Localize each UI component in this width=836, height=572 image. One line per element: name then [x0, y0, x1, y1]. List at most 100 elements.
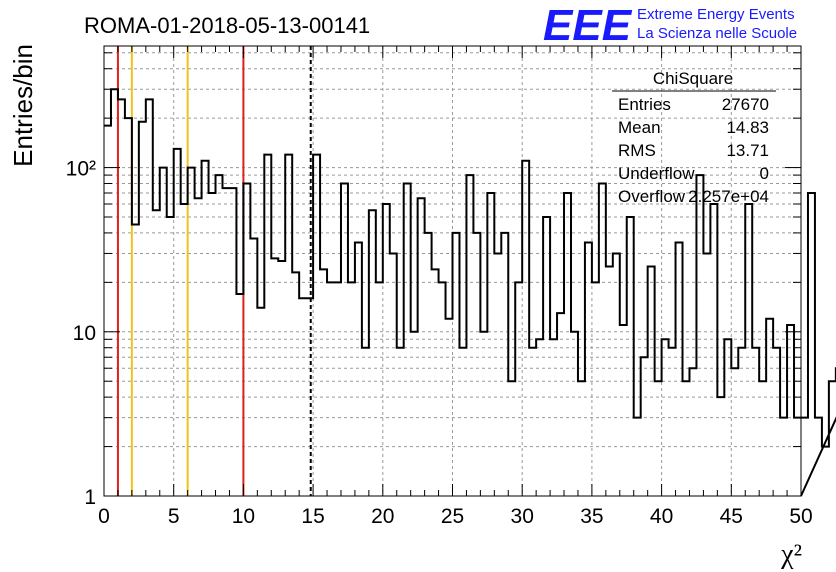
histogram-bin	[222, 188, 229, 496]
histogram-bin	[522, 161, 529, 496]
histogram-bin	[132, 225, 139, 496]
x-tick-label: 20	[371, 505, 394, 528]
histogram-bin	[195, 198, 202, 496]
eee-logo-line1: Extreme Energy Events	[637, 6, 795, 23]
x-tick-label: 15	[301, 505, 324, 528]
x-tick-label: 45	[720, 505, 743, 528]
histogram-bin	[432, 269, 439, 496]
histogram-bin	[808, 193, 815, 496]
histogram-bin	[376, 282, 383, 496]
x-tick-label: 5	[168, 505, 180, 528]
stats-value: 13.71	[726, 141, 769, 160]
histogram-bin	[466, 175, 473, 496]
grid-lines	[104, 46, 801, 496]
histogram-bin	[752, 348, 759, 496]
histogram-bin	[564, 193, 571, 496]
histogram-bin	[627, 217, 634, 496]
eee-logo-mark: EEE	[543, 1, 633, 50]
stats-value: 14.83	[726, 118, 769, 137]
stats-row-overflow: Overflow 2.257e+04	[618, 187, 769, 206]
histogram-bin	[696, 175, 703, 496]
histogram-bin	[487, 193, 494, 496]
x-tick-label: 0	[98, 505, 110, 528]
y-tick-label: 10²	[66, 158, 96, 181]
histogram-bin	[257, 308, 264, 496]
x-tick-labels: 0 5 10 15 20 25 30 35 40 45 50	[98, 505, 813, 528]
histogram-bin	[348, 282, 355, 496]
histogram-bin	[146, 99, 153, 496]
x-tick-label: 10	[232, 505, 255, 528]
histogram-bin	[689, 368, 696, 496]
histogram-bin	[557, 313, 564, 496]
x-tick-label: 25	[441, 505, 464, 528]
histogram-bin	[620, 325, 627, 496]
histogram-bin	[139, 122, 146, 496]
histogram-bin	[710, 204, 717, 496]
stats-value: 2.257e+04	[688, 187, 769, 206]
histogram-bin	[703, 253, 710, 496]
stats-row-mean: Mean 14.83	[618, 118, 769, 137]
histogram-bin	[104, 126, 111, 496]
histogram-bin	[585, 242, 592, 496]
axis-ticks	[103, 46, 802, 497]
histogram-bin	[480, 332, 487, 496]
histogram-bin	[669, 348, 676, 496]
histogram-bin	[118, 99, 125, 496]
histogram-bin	[174, 149, 181, 496]
histogram-bin	[229, 188, 236, 496]
histogram-bin	[592, 282, 599, 496]
histogram-bin	[446, 319, 453, 496]
y-tick-label: 1	[84, 486, 96, 509]
histogram-bin	[731, 368, 738, 496]
stats-label: Entries	[618, 95, 671, 114]
histogram-bin	[453, 233, 460, 496]
x-tick-label: 35	[580, 505, 603, 528]
histogram-bin	[320, 269, 327, 496]
stats-box: ChiSquare Entries 27670 Mean 14.83 RMS 1…	[612, 69, 776, 206]
histogram-bin	[780, 418, 787, 496]
stats-value: 0	[760, 164, 769, 183]
histogram-bin	[418, 198, 425, 496]
histogram-bin	[362, 348, 369, 496]
histogram-bin	[216, 175, 223, 496]
stats-box-title: ChiSquare	[653, 69, 733, 88]
histogram-bin	[745, 204, 752, 496]
stats-label: RMS	[618, 141, 656, 160]
histogram-bin	[634, 418, 641, 496]
histogram-bin	[578, 381, 585, 496]
histogram-bin	[794, 418, 801, 496]
histogram-bin	[529, 348, 536, 496]
histogram-bin	[181, 204, 188, 496]
histogram-bin	[473, 233, 480, 496]
histogram-bin	[271, 258, 278, 496]
eee-logo: EEE Extreme Energy Events La Scienza nel…	[543, 1, 797, 50]
histogram-bin	[829, 381, 836, 496]
stats-label: Mean	[618, 118, 661, 137]
histogram-bin	[411, 332, 418, 496]
histogram-bin	[425, 233, 432, 496]
histogram-bin	[285, 155, 292, 496]
histogram-bin	[383, 204, 390, 496]
histogram-bin	[501, 233, 508, 496]
histogram-bin	[766, 319, 773, 496]
stats-value: 27670	[722, 95, 769, 114]
histogram-bin	[494, 253, 501, 496]
histogram-bin	[278, 261, 285, 496]
histogram-bin	[543, 217, 550, 496]
histogram-bin	[167, 217, 174, 496]
histogram-bin	[773, 348, 780, 496]
histogram-bin	[397, 348, 404, 496]
histogram-bin	[641, 357, 648, 496]
histogram-bin	[459, 348, 466, 496]
marker-lines	[116, 46, 312, 496]
histogram-bin	[292, 272, 299, 496]
histogram-bin	[738, 348, 745, 496]
histogram-bin	[334, 282, 341, 496]
stats-row-underflow: Underflow 0	[618, 164, 769, 183]
chart-title: ROMA-01-2018-05-13-00141	[84, 13, 370, 38]
histogram-bin	[313, 155, 320, 496]
histogram-bin	[655, 381, 662, 496]
stats-row-rms: RMS 13.71	[618, 141, 769, 160]
y-tick-labels: 1 10 10²	[66, 158, 96, 509]
